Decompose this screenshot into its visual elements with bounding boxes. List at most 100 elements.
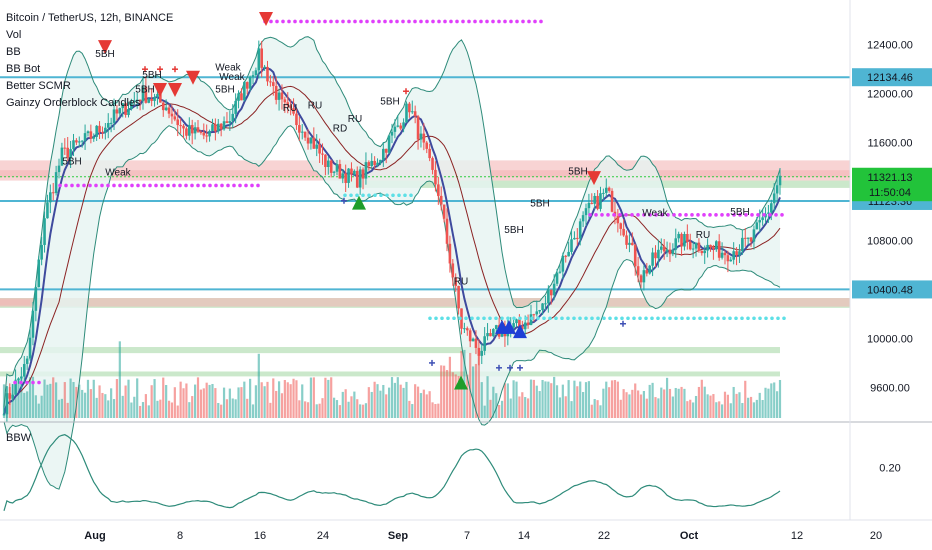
support-dot: [710, 316, 714, 321]
volume-bar: [434, 404, 437, 418]
legend-item-orderblock[interactable]: Gainzy Orderblock Candles: [6, 97, 141, 109]
candle-body: [688, 241, 692, 250]
sell-signal-triangle: [186, 70, 200, 85]
volume-bar: [121, 395, 124, 418]
volume-bar: [657, 398, 660, 418]
candle-body: [138, 99, 142, 102]
volume-bar: [280, 393, 284, 418]
volume-bar: [625, 392, 628, 418]
volume-bar: [127, 379, 130, 418]
candle-body: [541, 303, 544, 311]
resistance-dot: [226, 183, 230, 188]
resistance-dot: [696, 213, 700, 217]
volume-bar: [674, 387, 677, 418]
volume-bar: [101, 392, 104, 418]
candle-body: [584, 208, 588, 216]
resistance-dot: [702, 213, 706, 217]
candle-body: [518, 319, 521, 327]
orderblock-zone: [0, 347, 780, 354]
resistance-dot: [624, 213, 628, 217]
volume-bar: [744, 380, 747, 418]
volume-bar: [590, 404, 593, 418]
candle-body: [176, 119, 180, 126]
volume-bar: [182, 388, 185, 418]
support-dot: [734, 316, 738, 321]
legend-item-scmr[interactable]: Better SCMR: [6, 80, 71, 92]
volume-bar: [408, 400, 411, 418]
resistance-dot: [100, 183, 104, 188]
resistance-dot: [13, 380, 17, 385]
candle-body: [717, 241, 721, 258]
candle-body: [373, 160, 376, 165]
candle-body: [231, 113, 235, 122]
candle-body: [205, 135, 208, 137]
candle-body: [700, 250, 704, 254]
volume-bar: [361, 404, 365, 418]
support-dot: [409, 193, 413, 198]
candle-body: [109, 122, 113, 124]
legend-item-bb-bot[interactable]: BB Bot: [6, 63, 41, 75]
bb-band-fill: [4, 36, 780, 490]
legend-item-bb[interactable]: BB: [6, 46, 21, 58]
volume-bar: [347, 401, 350, 418]
volume-bar: [55, 382, 58, 418]
candle-body: [298, 125, 301, 133]
volume-bar: [692, 402, 695, 418]
candle-body: [697, 242, 701, 251]
volume-bar: [778, 379, 782, 418]
candle-body: [602, 192, 605, 194]
resistance-dot: [371, 19, 375, 24]
candle-body: [648, 265, 652, 274]
support-dot: [440, 316, 444, 321]
legend-item-vol[interactable]: Vol: [6, 29, 22, 41]
resistance-dot: [768, 213, 772, 217]
volume-bar: [214, 388, 217, 418]
resistance-dot: [190, 183, 194, 188]
candle-body: [471, 338, 475, 342]
volume-bar: [616, 381, 619, 418]
candle-body: [639, 275, 643, 283]
signal-annotation: Weak: [642, 208, 668, 219]
volume-bar: [136, 378, 139, 418]
resistance-dot: [269, 19, 273, 24]
volume-bar: [393, 382, 396, 418]
volume-bar: [63, 382, 66, 418]
candle-body: [199, 131, 203, 133]
volume-bar: [469, 352, 472, 418]
volume-bar: [289, 384, 292, 418]
candle-body: [300, 131, 304, 133]
volume-bar: [770, 383, 773, 418]
candle-body: [350, 168, 353, 175]
candle-body: [135, 99, 139, 101]
volume-bar: [240, 387, 243, 418]
support-dot: [343, 193, 347, 198]
candle-body: [219, 123, 223, 130]
candle-body: [271, 82, 275, 86]
resistance-dot: [395, 19, 399, 24]
volume-bar: [167, 400, 171, 418]
resistance-dot: [196, 183, 200, 188]
volume-bar: [376, 384, 379, 418]
candle-body: [547, 289, 550, 304]
volume-bar: [309, 377, 313, 418]
candle-body: [303, 131, 307, 138]
volume-bar: [642, 391, 646, 418]
volume-bar: [20, 376, 23, 418]
resistance-dot: [232, 183, 236, 188]
support-dot: [572, 316, 576, 321]
volume-bar: [587, 381, 590, 418]
volume-bar: [761, 400, 764, 418]
volume-bar: [98, 385, 101, 418]
candle-body: [376, 162, 379, 165]
support-dot: [554, 316, 558, 321]
volume-bar: [498, 405, 501, 418]
candle-body: [101, 132, 104, 134]
volume-bar: [170, 402, 174, 418]
time-axis-tick: Sep: [388, 530, 408, 542]
candle-body: [714, 241, 718, 250]
volume-bar: [776, 391, 779, 418]
candle-body: [31, 310, 35, 338]
candle-body: [622, 228, 625, 236]
